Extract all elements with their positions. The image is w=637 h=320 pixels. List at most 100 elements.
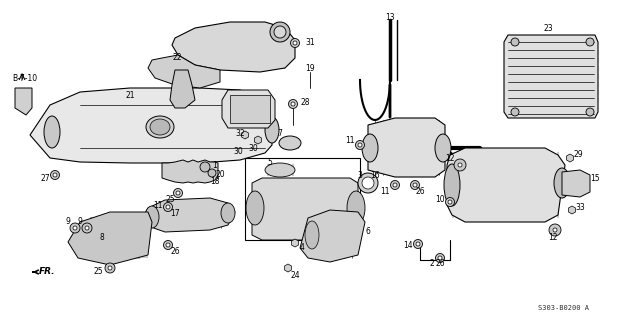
Circle shape [511, 108, 519, 116]
Polygon shape [255, 136, 261, 144]
Text: 9: 9 [78, 218, 82, 227]
Ellipse shape [362, 134, 378, 162]
Polygon shape [222, 90, 275, 128]
Polygon shape [566, 154, 573, 162]
Circle shape [549, 224, 561, 236]
Text: 5: 5 [268, 157, 273, 166]
Polygon shape [569, 206, 575, 214]
Circle shape [70, 223, 80, 233]
Ellipse shape [435, 134, 451, 162]
Text: 26: 26 [415, 188, 425, 196]
Text: 12: 12 [548, 234, 558, 243]
Text: 18: 18 [210, 177, 220, 186]
Polygon shape [143, 198, 235, 232]
Text: 25: 25 [165, 196, 175, 204]
Text: 19: 19 [305, 63, 315, 73]
Circle shape [73, 226, 77, 230]
Polygon shape [172, 22, 295, 72]
Ellipse shape [362, 177, 374, 189]
Ellipse shape [270, 22, 290, 42]
Text: 33: 33 [575, 204, 585, 212]
Ellipse shape [305, 221, 319, 249]
Text: 12: 12 [445, 154, 455, 163]
Circle shape [82, 223, 92, 233]
Text: 10: 10 [435, 196, 445, 204]
Text: 6: 6 [366, 228, 371, 236]
Text: 30: 30 [248, 143, 258, 153]
Polygon shape [30, 88, 272, 163]
Text: S303-B0200 A: S303-B0200 A [538, 305, 589, 311]
Ellipse shape [347, 191, 365, 225]
Text: 31: 31 [305, 37, 315, 46]
Text: 26: 26 [170, 247, 180, 257]
Polygon shape [148, 55, 220, 88]
Polygon shape [562, 170, 590, 197]
Circle shape [393, 183, 397, 187]
Circle shape [358, 143, 362, 147]
Text: 22: 22 [172, 52, 182, 61]
Circle shape [50, 171, 59, 180]
Ellipse shape [246, 191, 264, 225]
Circle shape [53, 173, 57, 177]
Text: 1: 1 [213, 161, 217, 170]
Text: 14: 14 [403, 242, 413, 251]
Text: 17: 17 [170, 209, 180, 218]
Circle shape [164, 241, 173, 250]
Circle shape [454, 159, 466, 171]
Text: 27: 27 [40, 173, 50, 182]
Circle shape [390, 180, 399, 189]
Polygon shape [285, 264, 292, 272]
Bar [230, 95, 270, 123]
Polygon shape [170, 70, 195, 108]
Text: 25: 25 [93, 268, 103, 276]
Ellipse shape [44, 116, 60, 148]
Circle shape [355, 140, 364, 149]
Circle shape [105, 263, 115, 273]
Text: FR.: FR. [33, 268, 55, 276]
Text: 21: 21 [125, 91, 135, 100]
Circle shape [166, 205, 170, 209]
Circle shape [173, 188, 182, 197]
Polygon shape [252, 178, 358, 240]
Text: 16: 16 [370, 171, 380, 180]
Text: B-7-10: B-7-10 [12, 74, 37, 83]
Circle shape [586, 38, 594, 46]
Ellipse shape [279, 136, 301, 150]
Polygon shape [300, 210, 365, 262]
Ellipse shape [145, 206, 159, 228]
Text: 9: 9 [66, 218, 71, 227]
Circle shape [413, 239, 422, 249]
Text: 4: 4 [299, 244, 304, 252]
Text: 23: 23 [543, 23, 553, 33]
Polygon shape [447, 148, 565, 222]
Circle shape [413, 183, 417, 187]
Circle shape [436, 253, 445, 262]
Polygon shape [241, 131, 248, 139]
Ellipse shape [221, 203, 235, 223]
Text: 20: 20 [215, 170, 225, 179]
Polygon shape [162, 160, 218, 183]
Text: 24: 24 [290, 271, 300, 281]
Ellipse shape [146, 116, 174, 138]
Text: 32: 32 [235, 129, 245, 138]
Ellipse shape [358, 173, 378, 193]
Circle shape [410, 180, 420, 189]
Text: 11: 11 [380, 188, 390, 196]
Text: 11: 11 [345, 135, 355, 145]
Circle shape [448, 200, 452, 204]
Ellipse shape [554, 168, 570, 198]
Circle shape [208, 169, 216, 177]
Ellipse shape [274, 26, 286, 38]
Ellipse shape [265, 163, 295, 177]
Circle shape [108, 266, 112, 270]
Circle shape [438, 256, 442, 260]
Circle shape [164, 203, 173, 212]
Circle shape [289, 100, 297, 108]
Polygon shape [68, 212, 152, 265]
Polygon shape [504, 35, 598, 118]
Text: 28: 28 [300, 98, 310, 107]
Text: 3: 3 [357, 171, 362, 180]
Circle shape [553, 228, 557, 232]
Circle shape [445, 197, 455, 206]
Circle shape [166, 243, 170, 247]
